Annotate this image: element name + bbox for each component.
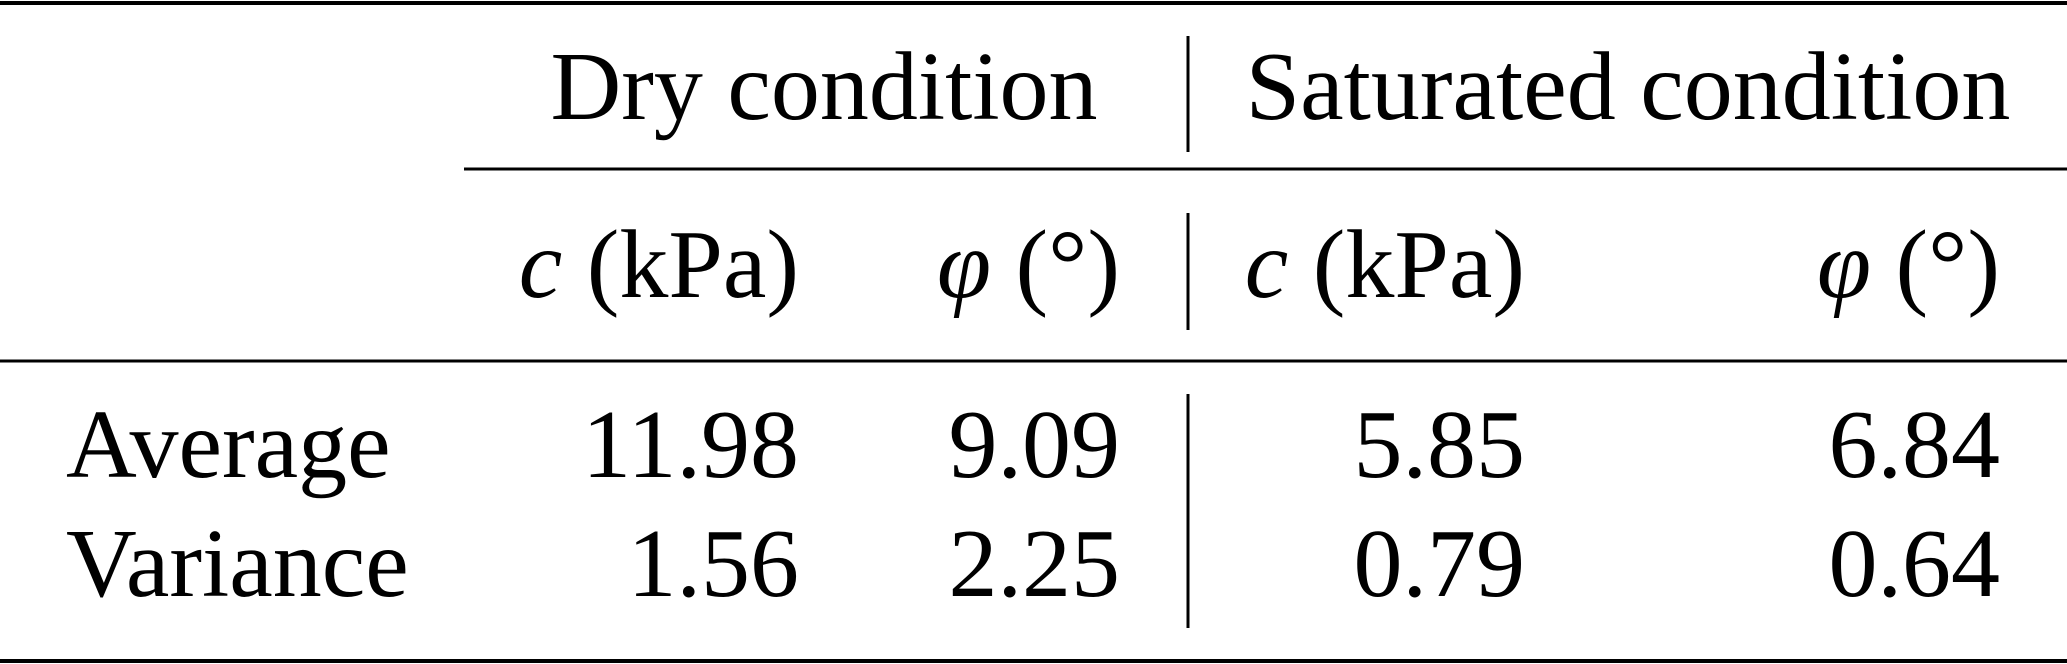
row-label: Average [66, 391, 391, 499]
column-header: φ (°) [937, 211, 1120, 319]
unit: (kPa) [1313, 211, 1525, 319]
symbol: φ [937, 211, 991, 319]
column-header: φ (°) [1817, 211, 2000, 319]
unit: (°) [1896, 211, 2000, 319]
cell-value: 2.25 [949, 510, 1121, 618]
column-header: c (kPa) [1245, 211, 1525, 319]
cell-value: 11.98 [582, 391, 799, 499]
cell-value: 5.85 [1354, 391, 1526, 499]
group-header: Dry condition [550, 33, 1097, 141]
symbol: c [519, 211, 563, 319]
unit: (°) [1016, 211, 1120, 319]
cell-value: 1.56 [628, 510, 800, 618]
cell-value: 6.84 [1829, 391, 2001, 499]
cell-value: 0.79 [1354, 510, 1526, 618]
cell-value: 9.09 [949, 391, 1121, 499]
group-header: Saturated condition [1246, 33, 2011, 141]
symbol: c [1245, 211, 1289, 319]
unit: (kPa) [587, 211, 799, 319]
column-header: c (kPa) [519, 211, 799, 319]
cell-value: 0.64 [1829, 510, 2001, 618]
row-label: Variance [66, 510, 409, 618]
symbol: φ [1817, 211, 1871, 319]
